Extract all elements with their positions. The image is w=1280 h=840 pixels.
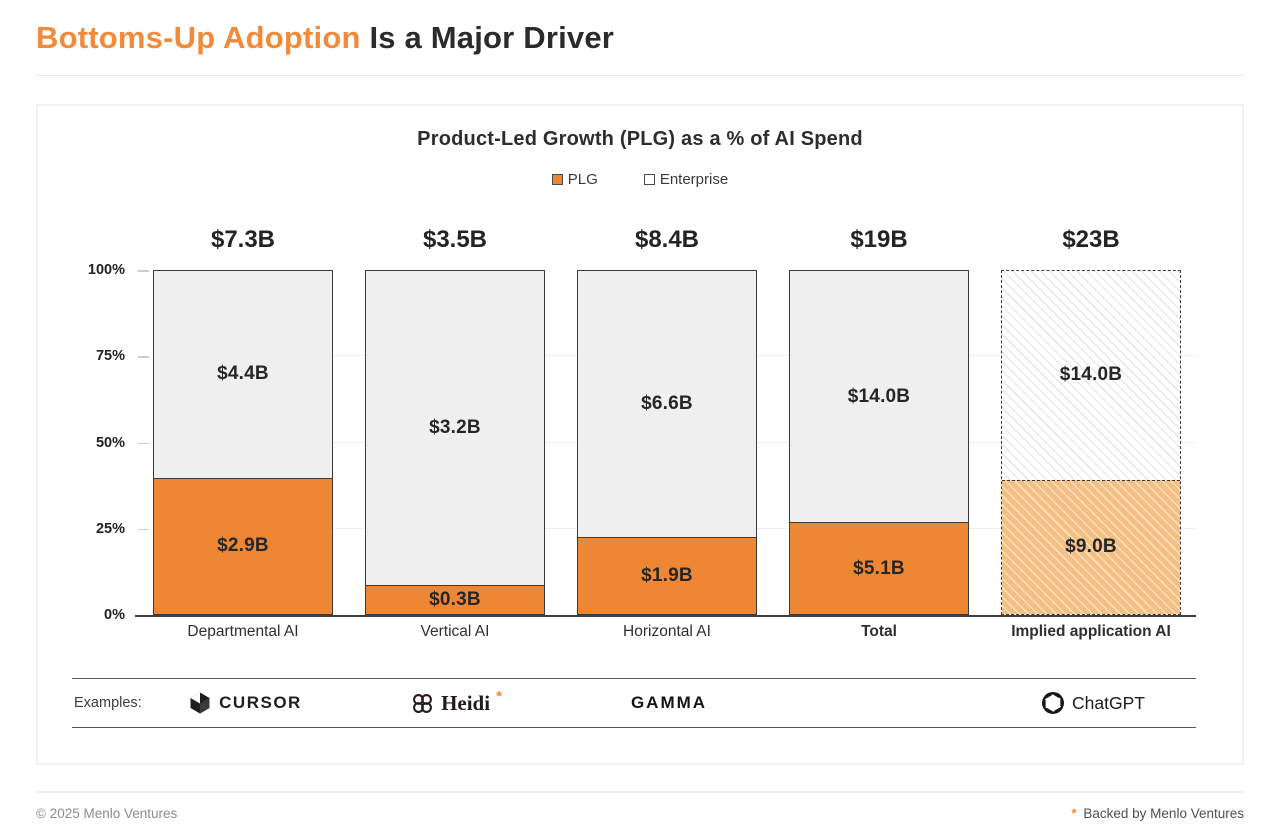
title-divider — [36, 75, 1244, 76]
y-axis-label-75: 75% — [95, 348, 125, 365]
segment-value: $1.9B — [641, 565, 693, 587]
segment-value: $0.3B — [429, 588, 481, 610]
segment-value: $5.1B — [853, 557, 905, 579]
plot-area: 100% 75% 50% 25% 0% $7.3B $3.5B $8.4B $1… — [88, 226, 1196, 640]
chart-card: Product-Led Growth (PLG) as a % of AI Sp… — [36, 104, 1244, 765]
x-axis-line — [135, 615, 1196, 617]
x-axis-label-vertical: Vertical AI — [420, 623, 490, 640]
enterprise-segment: $4.4B — [154, 271, 332, 478]
bar-total-vertical: $3.5B — [422, 226, 488, 253]
legend-item-enterprise: Enterprise — [643, 171, 729, 188]
gamma-wordmark: GAMMA — [630, 693, 708, 712]
enterprise-segment: $3.2B — [366, 271, 544, 585]
plg-segment: $2.9B — [154, 477, 332, 614]
bar-total-total: $19B — [850, 226, 908, 253]
examples-strip: Examples: CURSOR H — [72, 678, 1196, 728]
y-axis-label-0: 0% — [104, 607, 125, 623]
enterprise-segment-hatched: $14.0B — [1002, 271, 1180, 480]
bar-total: $14.0B $5.1B — [789, 270, 969, 615]
chatgpt-wordmark: ChatGPT — [1072, 692, 1145, 713]
plg-segment: $5.1B — [790, 522, 968, 614]
legend-enterprise-label: Enterprise — [659, 171, 729, 188]
footnote-asterisk: * — [1071, 806, 1077, 821]
plg-segment-hatched: $9.0B — [1002, 479, 1180, 614]
enterprise-segment: $6.6B — [578, 271, 756, 538]
heidi-backed-asterisk: * — [496, 687, 502, 705]
page-title-accent: Bottoms-Up Adoption — [36, 20, 361, 55]
bar-vertical-ai: $3.2B $0.3B — [365, 270, 545, 615]
segment-value: $9.0B — [1065, 536, 1117, 558]
copyright-text: © 2025 Menlo Ventures — [36, 806, 178, 821]
y-axis-label-100: 100% — [87, 262, 125, 278]
logo-gamma: GAMMA — [559, 679, 779, 727]
plg-segment: $1.9B — [578, 537, 756, 614]
page-title: Bottoms-Up Adoption Is a Major Driver — [36, 20, 614, 56]
logo-heidi: Heidi * — [347, 679, 567, 727]
legend-plg-label: PLG — [567, 171, 598, 188]
chart-title: Product-Led Growth (PLG) as a % of AI Sp… — [417, 128, 863, 150]
openai-icon — [1042, 692, 1064, 714]
x-axis-label-horizontal: Horizontal AI — [623, 623, 711, 640]
ytick-100 — [138, 270, 149, 272]
bar-total-departmental: $7.3B — [210, 226, 276, 253]
logo-cursor: CURSOR — [135, 679, 355, 727]
enterprise-segment: $14.0B — [790, 271, 968, 523]
logo-chatgpt: ChatGPT — [983, 679, 1203, 727]
ytick-50 — [138, 442, 149, 444]
page-title-rest: Is a Major Driver — [360, 20, 615, 55]
footer: © 2025 Menlo Ventures * Backed by Menlo … — [36, 806, 1244, 821]
enterprise-swatch-icon — [643, 174, 655, 185]
cursor-wordmark: CURSOR — [219, 693, 302, 712]
examples-label: Examples: — [74, 695, 142, 711]
segment-value: $4.4B — [217, 363, 269, 385]
plg-segment: $0.3B — [366, 584, 544, 614]
legend-item-plg: PLG — [551, 171, 598, 188]
x-axis-label-implied: Implied application AI — [1011, 623, 1171, 640]
y-axis-label-25: 25% — [95, 520, 125, 537]
segment-value: $14.0B — [1059, 364, 1123, 386]
chart-legend: PLG Enterprise — [38, 171, 1242, 188]
y-axis-label-50: 50% — [95, 434, 125, 451]
segment-value: $2.9B — [217, 535, 269, 557]
plg-swatch-icon — [551, 174, 563, 185]
segment-value: $6.6B — [641, 393, 693, 415]
segment-value: $3.2B — [429, 416, 481, 438]
segment-value: $14.0B — [847, 385, 911, 407]
heidi-knot-icon — [413, 693, 433, 713]
bar-total-horizontal: $8.4B — [634, 226, 700, 253]
ytick-75 — [138, 356, 149, 358]
x-axis-label-departmental: Departmental AI — [187, 623, 299, 640]
bar-total-implied: $23B — [1062, 226, 1120, 253]
footnote-text: Backed by Menlo Ventures — [1079, 806, 1244, 821]
cursor-cube-icon — [190, 692, 210, 714]
footnote: * Backed by Menlo Ventures — [1071, 806, 1244, 821]
heidi-wordmark: Heidi — [441, 690, 491, 715]
bar-implied-application-ai: $14.0B $9.0B — [1001, 270, 1181, 615]
bar-departmental-ai: $4.4B $2.9B — [153, 270, 333, 615]
footer-divider — [36, 791, 1244, 793]
x-axis-label-total: Total — [861, 623, 897, 640]
bar-horizontal-ai: $6.6B $1.9B — [577, 270, 757, 615]
ytick-25 — [138, 528, 149, 531]
